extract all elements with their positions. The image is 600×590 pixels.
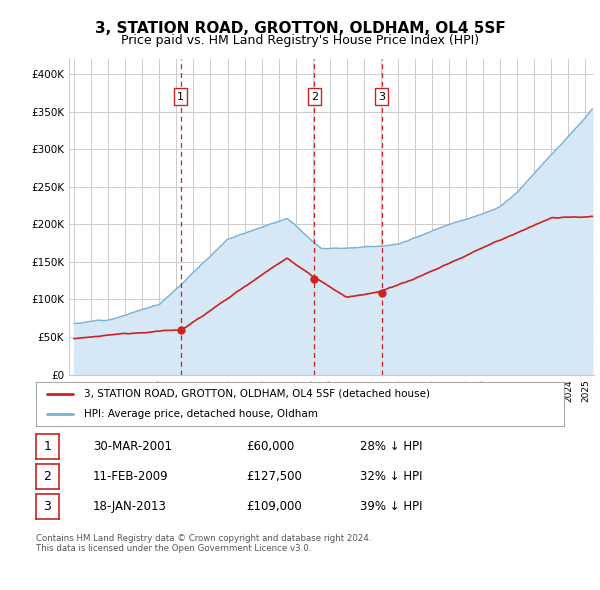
Text: 18-JAN-2013: 18-JAN-2013 <box>93 500 167 513</box>
Point <box>176 325 185 335</box>
Point <box>310 274 319 284</box>
Text: 3: 3 <box>43 500 52 513</box>
Text: 30-MAR-2001: 30-MAR-2001 <box>93 440 172 453</box>
Text: 39% ↓ HPI: 39% ↓ HPI <box>360 500 422 513</box>
Text: £109,000: £109,000 <box>246 500 302 513</box>
Text: 1: 1 <box>43 440 52 453</box>
Text: 2: 2 <box>311 91 318 101</box>
Text: 1: 1 <box>177 91 184 101</box>
Text: 2: 2 <box>43 470 52 483</box>
Text: 3, STATION ROAD, GROTTON, OLDHAM, OL4 5SF: 3, STATION ROAD, GROTTON, OLDHAM, OL4 5S… <box>95 21 505 35</box>
Text: £60,000: £60,000 <box>246 440 294 453</box>
Text: 32% ↓ HPI: 32% ↓ HPI <box>360 470 422 483</box>
Text: 3, STATION ROAD, GROTTON, OLDHAM, OL4 5SF (detached house): 3, STATION ROAD, GROTTON, OLDHAM, OL4 5S… <box>83 389 430 399</box>
Text: 11-FEB-2009: 11-FEB-2009 <box>93 470 169 483</box>
Text: HPI: Average price, detached house, Oldham: HPI: Average price, detached house, Oldh… <box>83 409 317 419</box>
Text: £127,500: £127,500 <box>246 470 302 483</box>
Point <box>377 288 386 297</box>
Text: Contains HM Land Registry data © Crown copyright and database right 2024.
This d: Contains HM Land Registry data © Crown c… <box>36 534 371 553</box>
Text: Price paid vs. HM Land Registry's House Price Index (HPI): Price paid vs. HM Land Registry's House … <box>121 34 479 47</box>
Text: 3: 3 <box>378 91 385 101</box>
Text: 28% ↓ HPI: 28% ↓ HPI <box>360 440 422 453</box>
